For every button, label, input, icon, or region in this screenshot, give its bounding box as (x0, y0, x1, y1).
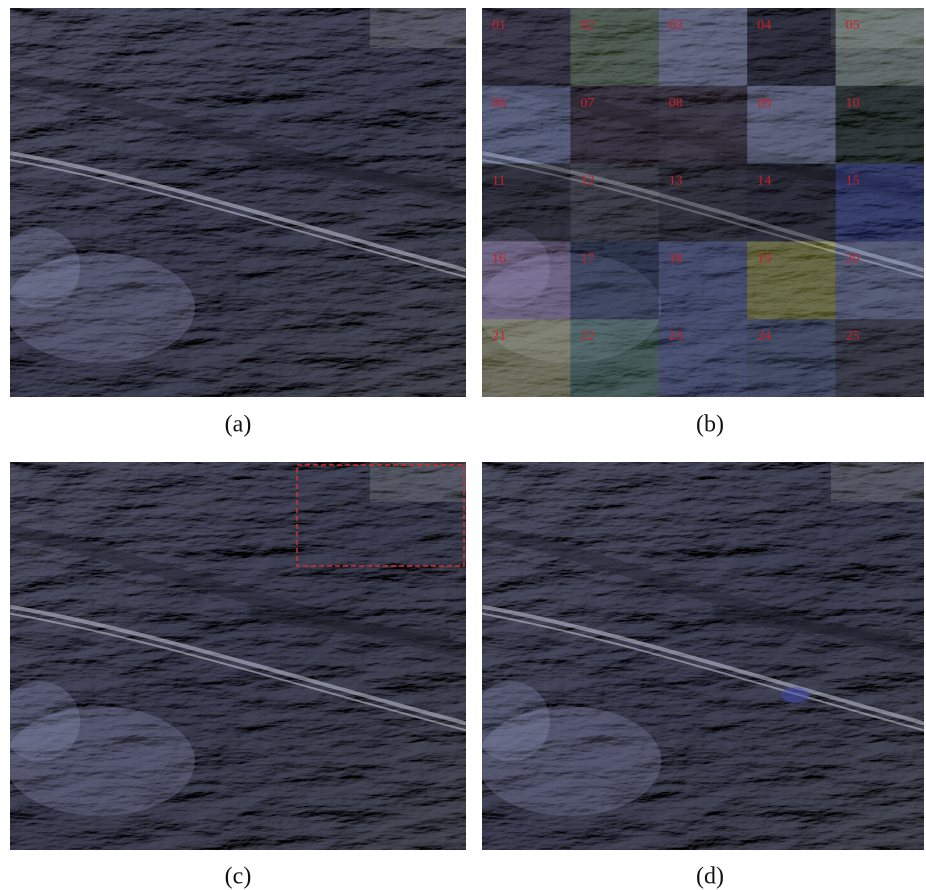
tile-number: 03 (669, 18, 683, 33)
figure: (a) (b) (c) (d) 01 02 03 04 05 06 07 08 09 10 11 12… (0, 0, 926, 890)
tile-number: 21 (492, 329, 506, 344)
tile-number: 10 (846, 96, 860, 111)
tile-number: 19 (757, 251, 771, 266)
tile-number: 24 (757, 329, 771, 344)
tile-number: 15 (846, 174, 860, 189)
image-c (0, 462, 466, 850)
tile-number: 01 (492, 18, 506, 33)
tile-number: 09 (757, 96, 771, 111)
tile-number: 04 (757, 18, 771, 33)
image-d (472, 462, 924, 850)
caption: (d) (696, 864, 724, 890)
artifact-spot (781, 687, 809, 703)
image-a (0, 8, 466, 397)
caption: (c) (225, 864, 252, 890)
tile-number: 18 (669, 251, 683, 266)
tile-number: 13 (669, 174, 683, 189)
tile-number: 07 (580, 96, 594, 111)
tile-number: 02 (580, 18, 594, 33)
tile-number: 14 (757, 174, 771, 189)
page: {"panels": [{"label": "(a)"}, {"label": … (0, 0, 926, 890)
tile-number: 12 (580, 174, 594, 189)
tile-number: 25 (846, 329, 860, 344)
tile-number: 08 (669, 96, 683, 111)
caption: (b) (696, 412, 724, 438)
tile-number: 05 (846, 18, 860, 33)
tile-number: 06 (492, 96, 506, 111)
tile-number: 20 (846, 251, 860, 266)
tile-number: 23 (669, 329, 683, 344)
tile-number: 11 (492, 174, 505, 189)
tile-number: 17 (580, 251, 594, 266)
tile-number: 22 (580, 329, 594, 344)
tile-number: 16 (492, 251, 506, 266)
caption: (a) (225, 412, 252, 438)
